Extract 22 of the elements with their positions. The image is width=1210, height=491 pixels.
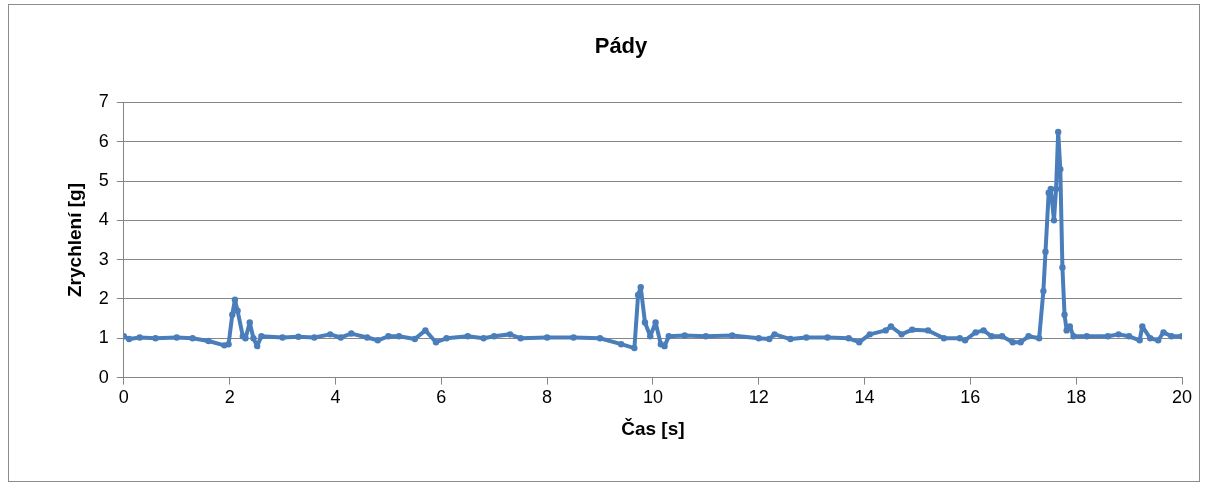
y-tick-label: 1 [98,327,109,348]
y-axis-title: Zrychlení [g] [63,182,85,298]
x-tick-label: 16 [960,387,981,408]
x-tick-label: 20 [1171,387,1193,408]
x-tick-label: 4 [330,387,341,408]
x-tick-label: 8 [542,387,553,408]
x-tick-label: 12 [748,387,769,408]
y-tick-label: 4 [98,209,109,230]
y-tick-label: 3 [98,248,109,269]
x-tick-label: 0 [118,387,129,408]
x-tick-label: 10 [642,387,663,408]
y-tick-label: 0 [98,366,109,387]
x-axis-title: Čas [s] [621,417,685,439]
y-tick-label: 2 [98,287,109,308]
y-tick-label: 5 [98,170,109,190]
y-tick-label: 6 [98,130,109,151]
y-tick-label: 7 [98,91,109,112]
x-tick-label: 2 [224,387,235,408]
x-tick-label: 14 [854,387,875,408]
x-tick-label: 6 [436,387,447,408]
chart-title: Pády [594,33,649,59]
x-tick-label: 18 [1066,387,1087,408]
